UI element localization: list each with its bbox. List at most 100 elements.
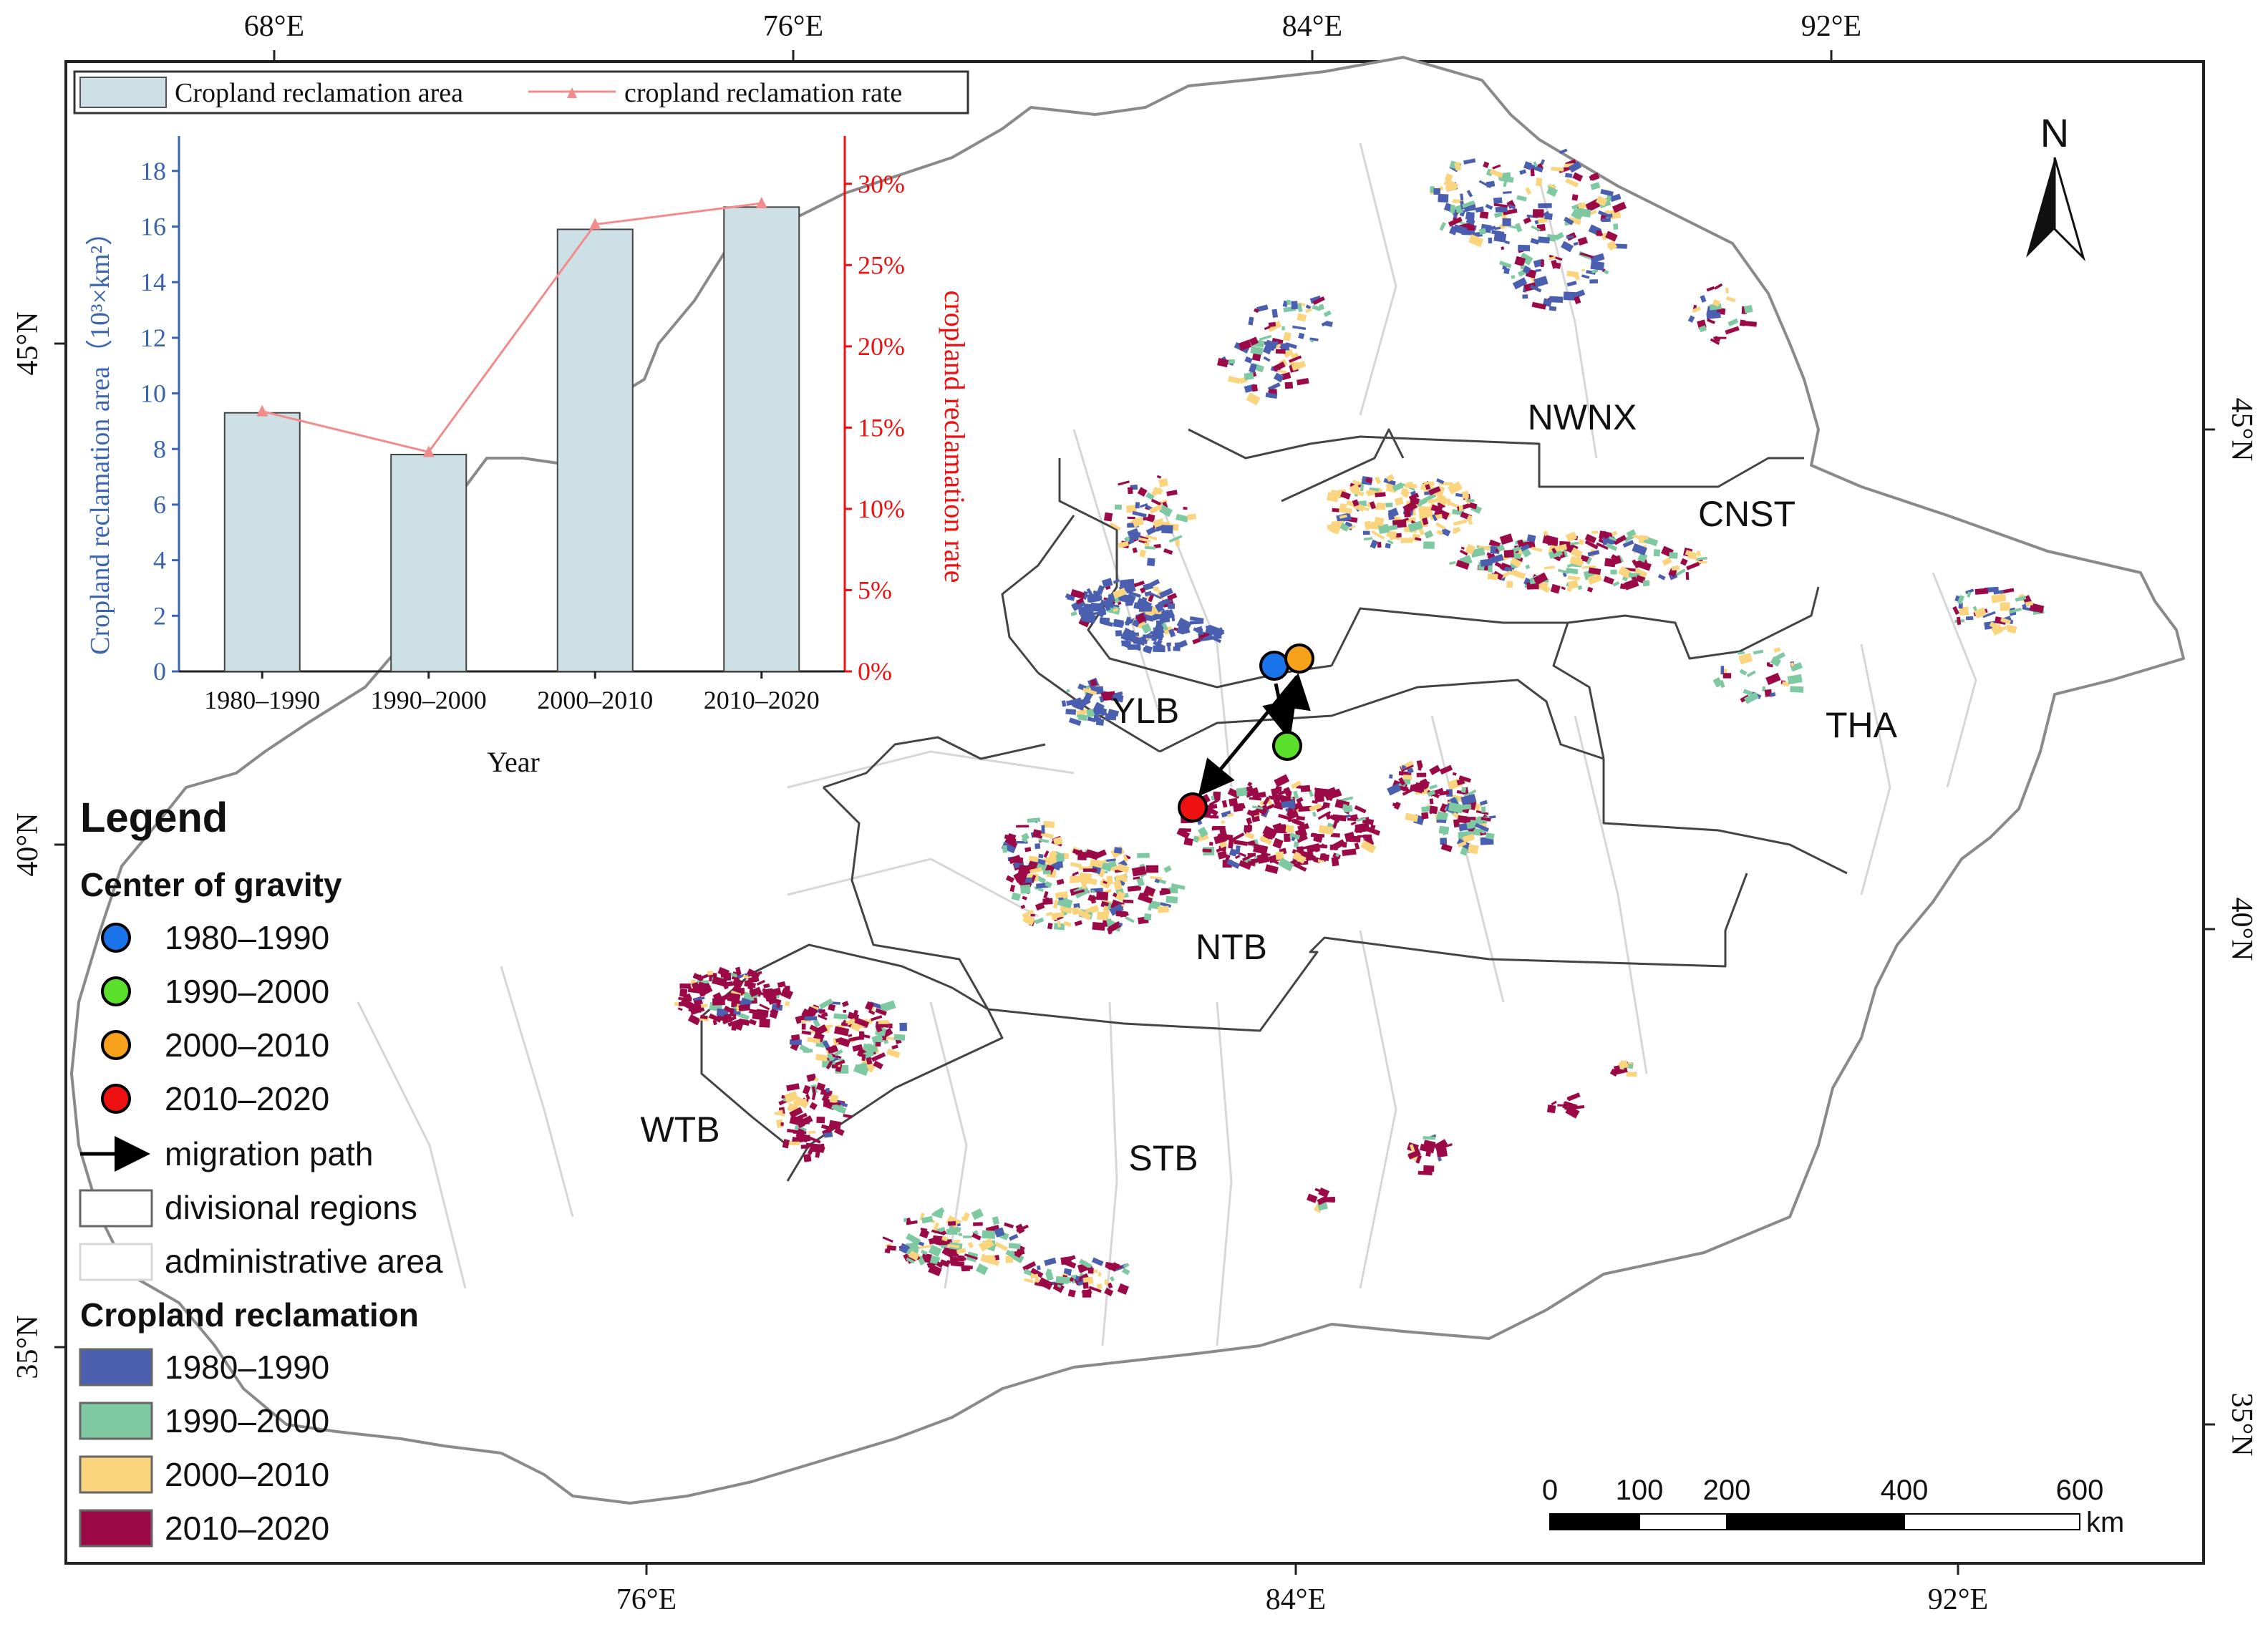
cropland-patch <box>1291 352 1299 359</box>
cropland-patch <box>1502 218 1511 226</box>
cropland-patch <box>908 1250 920 1261</box>
cropland-patch <box>941 1235 949 1242</box>
cropland-patch <box>1249 797 1261 801</box>
cropland-patch <box>805 1142 820 1148</box>
cropland-patch <box>833 1026 850 1036</box>
cropland-patch <box>1360 840 1377 854</box>
cropland-patch <box>1491 553 1504 564</box>
cropland-patch <box>1570 547 1583 559</box>
cropland-patch <box>1156 475 1162 479</box>
cropland-patch <box>1264 864 1279 874</box>
cropland-patch <box>1657 573 1666 581</box>
cropland-patch <box>1008 854 1022 865</box>
cropland-patch <box>1090 895 1097 904</box>
cropland-patch <box>1344 832 1355 842</box>
cropland-patch <box>1088 1286 1102 1293</box>
cropland-patch <box>1340 796 1354 802</box>
cropland-patch <box>1790 661 1795 667</box>
cropland-patch <box>694 996 705 1001</box>
cropland-patch <box>1475 810 1489 815</box>
cropland-patch <box>1432 514 1438 522</box>
cropland-patch <box>1487 553 1496 560</box>
cropland-patch <box>883 1039 889 1044</box>
cropland-patch <box>1132 510 1147 518</box>
cropland-patch <box>1529 580 1536 585</box>
cropland-patch <box>1493 197 1503 204</box>
cropland-patch <box>1609 1068 1619 1077</box>
cropland-patch <box>1291 301 1298 310</box>
chart-y-tick-label: 12 <box>140 324 166 352</box>
cropland-patch <box>1137 487 1148 497</box>
cropland-patch <box>1143 913 1152 921</box>
cropland-patch <box>1096 585 1105 596</box>
cropland-patch <box>1330 832 1340 838</box>
cropland-patch <box>1458 775 1472 783</box>
cropland-patch <box>1168 603 1175 609</box>
cropland-patch <box>1198 826 1208 838</box>
cropland-patch <box>1166 895 1178 904</box>
cropland-patch <box>820 1124 833 1131</box>
cropland-patch <box>1291 360 1307 371</box>
cropland-patch <box>1364 507 1370 511</box>
cropland-patch <box>1470 547 1486 558</box>
cropland-patch <box>1569 555 1583 566</box>
cropland-patch <box>1474 822 1490 832</box>
cropland-patch <box>1101 862 1113 872</box>
cropland-patch <box>1430 504 1443 513</box>
cropland-patch <box>1124 916 1135 923</box>
cropland-patch <box>1402 500 1418 514</box>
cropland-patch <box>1466 499 1475 502</box>
cropland-patch <box>1281 326 1285 331</box>
chart-y2-tick-label: 30% <box>858 170 905 198</box>
cropland-patch <box>1319 853 1329 861</box>
cropland-patch <box>1127 528 1139 537</box>
cropland-patch <box>928 1238 936 1245</box>
cropland-patch <box>859 1031 863 1038</box>
cropland-patch <box>801 1024 806 1030</box>
cropland-patch <box>1280 343 1289 351</box>
cropland-patch <box>1604 558 1616 568</box>
cropland-patch <box>1090 679 1097 686</box>
cropland-patch <box>1052 1282 1065 1293</box>
cropland-patch <box>1092 706 1105 717</box>
cropland-patch <box>875 1008 887 1016</box>
cropland-patch <box>1075 1276 1080 1282</box>
cropland-patch <box>789 1107 803 1118</box>
cropland-patch <box>1421 812 1429 820</box>
cropland-patch <box>1428 486 1441 495</box>
cropland-patch <box>1516 195 1527 202</box>
cropland-patch <box>1189 620 1204 625</box>
legend-divisional-label: divisional regions <box>165 1189 417 1226</box>
cropland-patch <box>875 1041 881 1047</box>
cropland-patch <box>1483 161 1490 168</box>
cropland-patch <box>1443 178 1459 191</box>
cropland-patch <box>1105 1261 1120 1270</box>
cropland-patch <box>1566 235 1574 239</box>
cropland-patch <box>1053 916 1064 922</box>
cropland-patch <box>1070 875 1084 883</box>
cropland-patch <box>875 1024 883 1033</box>
cropland-patch <box>1765 672 1781 686</box>
cropland-patch <box>1478 228 1487 235</box>
cropland-patch <box>1283 349 1294 359</box>
cropland-patch <box>1259 835 1273 845</box>
cropland-patch <box>1030 1268 1044 1278</box>
cropland-patch <box>1163 616 1168 623</box>
cropland-patch <box>1409 1144 1415 1152</box>
cropland-patch <box>854 1017 870 1028</box>
north-arrow-label: N <box>2040 110 2069 155</box>
cropland-patch <box>2009 607 2022 614</box>
cropland-patch <box>906 1233 921 1245</box>
cropland-patch <box>1308 790 1314 797</box>
cropland-patch <box>1339 514 1347 519</box>
cropland-patch <box>1158 478 1168 487</box>
cropland-patch <box>1265 392 1278 399</box>
cropland-patch <box>763 984 770 989</box>
cropland-patch <box>1375 492 1386 497</box>
cropland-patch <box>1600 189 1614 197</box>
cropland-patch <box>1966 616 1974 621</box>
chart-x-tick-label: 2010–2020 <box>704 686 820 714</box>
chart-y2-tick-label: 10% <box>858 495 905 523</box>
cropland-patch <box>1057 921 1061 928</box>
cropland-patch <box>1425 484 1431 490</box>
